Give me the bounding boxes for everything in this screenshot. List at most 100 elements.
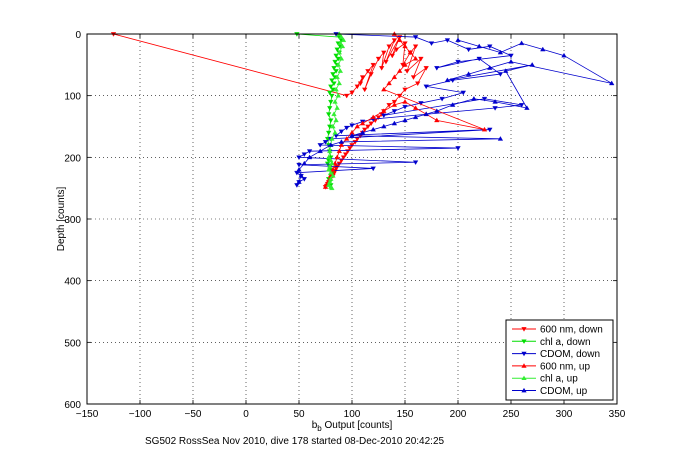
data-point [330, 166, 336, 172]
data-point [324, 137, 331, 142]
data-point [415, 81, 421, 87]
data-point [330, 123, 336, 129]
x-axis-label-subscript: b [317, 424, 322, 433]
data-point [370, 63, 376, 68]
data-point [328, 142, 334, 147]
data-point [402, 104, 408, 110]
data-point [340, 155, 347, 161]
data-point [337, 68, 344, 73]
data-point [326, 166, 332, 172]
data-point [333, 86, 339, 92]
data-point [359, 120, 366, 126]
data-point [344, 93, 350, 99]
legend-marker [521, 375, 527, 381]
data-point [508, 59, 514, 64]
data-point [404, 69, 410, 74]
y-tick-label: 100 [64, 92, 81, 103]
data-point [476, 43, 482, 49]
legend-marker [521, 327, 527, 332]
data-point [444, 77, 451, 83]
data-point [327, 90, 333, 96]
data-point [412, 35, 419, 40]
data-point [428, 41, 435, 46]
data-point [335, 56, 341, 62]
data-point [337, 40, 344, 46]
data-point [423, 111, 429, 116]
data-point [298, 173, 304, 178]
data-point [393, 47, 400, 53]
data-point [296, 166, 302, 172]
x-tick-label: −150 [76, 409, 99, 420]
data-point [338, 34, 345, 39]
legend-entry-label: 600 nm, up [540, 361, 590, 372]
data-point [335, 92, 341, 98]
x-tick-label: 350 [609, 409, 626, 420]
data-point [407, 49, 413, 55]
data-point [370, 114, 376, 120]
data-point [362, 127, 368, 133]
data-point [529, 62, 535, 67]
data-point [333, 69, 339, 74]
legend-marker [521, 339, 527, 344]
data-point [326, 154, 332, 160]
data-point [481, 126, 488, 132]
data-point [329, 93, 335, 99]
y-tick-label: 200 [64, 153, 81, 164]
data-point [328, 170, 334, 175]
data-point [609, 80, 615, 86]
data-point [357, 81, 364, 87]
data-point [335, 62, 341, 67]
data-point [339, 43, 346, 49]
data-point [455, 146, 461, 151]
data-point [368, 121, 374, 127]
legend-marker [521, 363, 527, 368]
data-point [332, 160, 338, 166]
data-point [402, 87, 408, 93]
data-point [518, 103, 525, 108]
data-point [450, 102, 456, 107]
data-point [326, 182, 332, 187]
data-point [383, 59, 389, 65]
x-axis-label: bb Output [counts] [312, 420, 393, 433]
y-axis-label: Depth [counts] [56, 187, 67, 252]
data-point [460, 90, 466, 96]
data-point [329, 185, 335, 190]
data-point [330, 72, 336, 77]
data-point [336, 80, 342, 86]
x-axis-label-base: b [312, 420, 318, 431]
data-point [423, 84, 429, 90]
data-point [368, 72, 374, 77]
data-point [331, 111, 337, 116]
data-point [503, 68, 509, 73]
data-point [465, 47, 472, 53]
data-point [349, 90, 355, 96]
data-point [402, 62, 408, 67]
data-point [334, 47, 340, 53]
data-point [365, 124, 371, 130]
data-point [381, 86, 387, 92]
data-point [328, 84, 334, 90]
data-point [402, 43, 408, 49]
data-point [331, 66, 337, 71]
data-point [391, 120, 398, 126]
data-point [465, 71, 472, 76]
data-point [359, 75, 366, 80]
data-point [402, 117, 408, 123]
data-point [332, 129, 338, 135]
data-point [327, 106, 333, 111]
data-point [334, 74, 340, 79]
data-point [338, 142, 345, 147]
data-point [333, 53, 339, 59]
data-point [471, 96, 477, 101]
data-point [344, 136, 350, 141]
x-tick-label: −100 [129, 409, 152, 420]
data-point [328, 100, 334, 105]
x-tick-label: −50 [185, 409, 202, 420]
data-point [306, 154, 313, 160]
data-point [301, 177, 307, 182]
data-point [397, 37, 403, 42]
data-point [332, 59, 338, 65]
data-point [561, 52, 567, 58]
data-point [327, 148, 333, 153]
data-point [362, 87, 368, 93]
